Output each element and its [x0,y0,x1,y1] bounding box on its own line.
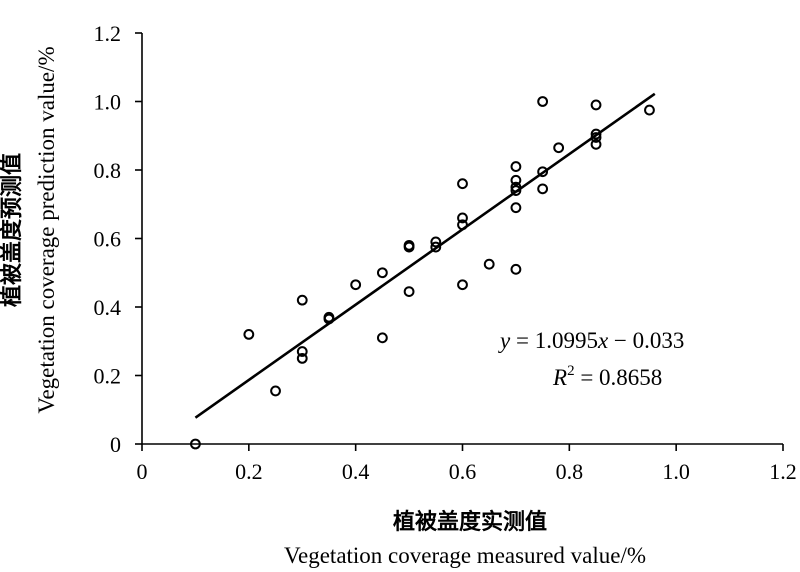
data-points [190,96,655,450]
data-point [590,132,602,143]
regression-line [194,92,656,419]
data-point [296,346,308,357]
data-point [457,279,468,291]
x-axis-title-en: Vegetation coverage measured value/% [284,543,646,568]
data-point [510,202,522,214]
data-point [350,279,362,291]
y-axis-title-en: Vegetation coverage prediction value/% [34,46,59,413]
regression-equation: y = 1.0995x − 0.033 [498,328,684,353]
y-axis-title-cn: 植被盖度预测值 [0,153,25,307]
tick-labels: 0 0.2 0.4 0.6 0.8 1.0 1.2 0 0.2 0.4 0.6 0.8 1.0 1.2 [94,21,797,484]
x-tick-label: 0.2 [235,459,263,484]
y-tick-label: 0.6 [94,227,122,252]
x-tick-label: 0 [137,459,148,484]
data-point [270,385,281,397]
x-tick-label: 1.0 [662,459,690,484]
data-point [296,352,308,364]
axes [141,33,783,445]
data-point [510,161,522,172]
data-point [457,178,468,190]
data-point [190,438,201,450]
data-point [376,267,388,279]
data-point [403,286,415,297]
regression-line-group [194,92,656,419]
tick-marks [135,32,784,451]
data-point [430,241,442,253]
data-point [644,104,655,116]
data-point [590,138,602,150]
r2-value: = 0.8658 [575,365,663,390]
data-point [510,181,522,193]
data-point [553,142,565,154]
data-point [323,313,335,325]
r2-symbol: R [552,365,567,390]
data-point [537,183,549,195]
regression-annotation: y = 1.0995x − 0.033 R2 = 0.8658 [498,328,684,390]
y-tick-label: 1.0 [94,90,122,115]
data-point [537,96,549,107]
y-tick-label: 0.2 [94,364,122,389]
data-point [510,174,522,186]
data-point [457,219,468,231]
data-point [457,212,468,224]
y-tick-label: 0 [110,432,121,457]
y-tick-label: 0.8 [94,158,122,183]
data-point [510,185,522,196]
data-point [537,166,549,178]
data-point [590,128,602,140]
r-squared: R2 = 0.8658 [552,363,662,390]
data-point [483,258,495,270]
x-tick-label: 1.2 [769,459,797,484]
x-tick-label: 0.6 [449,459,477,484]
data-point [510,263,522,275]
data-point [243,329,255,340]
data-point [430,236,442,248]
data-point [296,294,308,306]
x-axis-title-cn: 植被盖度实测值 [393,509,547,535]
data-point [403,241,415,253]
y-tick-label: 1.2 [94,21,122,46]
data-point [590,99,602,111]
x-tick-label: 0.8 [556,459,584,484]
r2-superscript: 2 [567,363,575,379]
data-point [376,332,388,344]
y-tick-label: 0.4 [94,295,122,320]
x-tick-label: 0.4 [342,459,370,484]
